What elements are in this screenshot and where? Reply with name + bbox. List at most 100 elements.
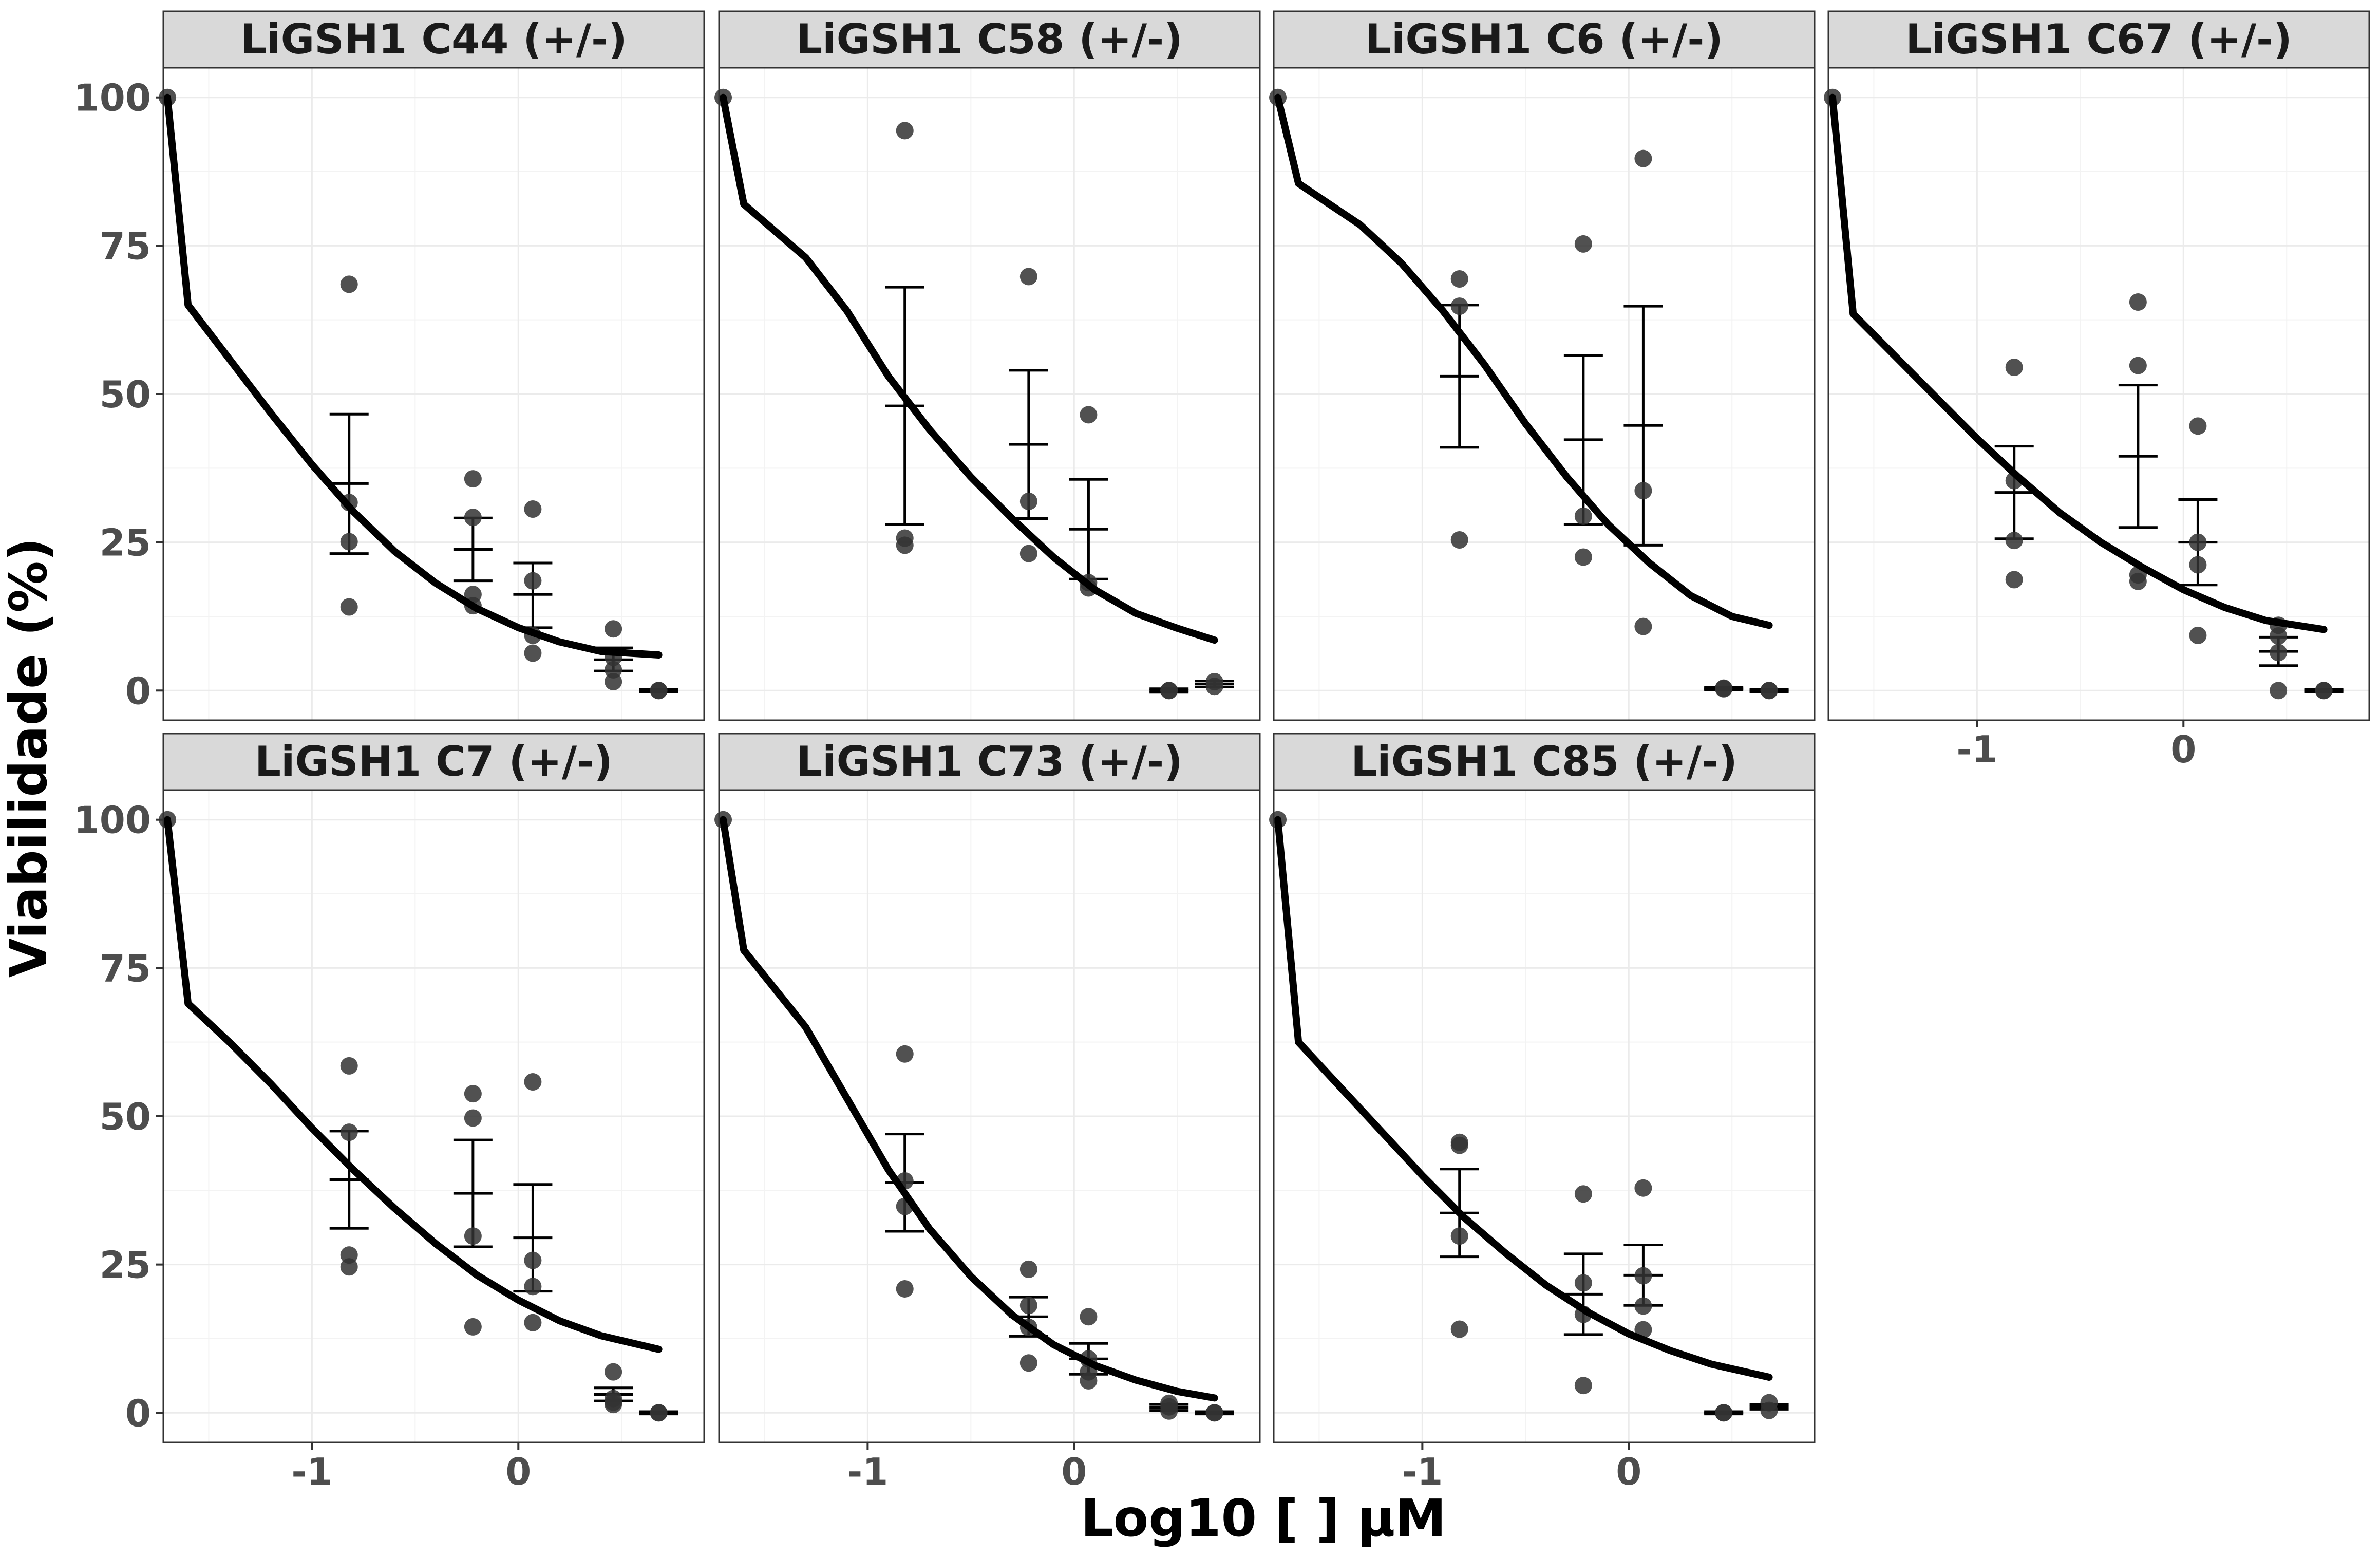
panel-border bbox=[1273, 67, 1816, 721]
x-tick-label: -1 bbox=[1402, 1450, 1443, 1493]
data-point bbox=[1634, 482, 1652, 500]
facet-strip bbox=[1273, 733, 1816, 791]
y-tick-label: 0 bbox=[125, 1392, 151, 1435]
facet-title: LiGSH1 C44 (+/-) bbox=[240, 15, 627, 63]
data-point bbox=[340, 533, 358, 551]
data-point bbox=[340, 598, 358, 616]
facet-panel: LiGSH1 C73 (+/-) -1 0 bbox=[714, 733, 1261, 1493]
data-point bbox=[2129, 357, 2147, 374]
x-tick-label: 0 bbox=[2170, 728, 2196, 771]
data-point bbox=[896, 122, 914, 140]
data-point bbox=[1574, 1274, 1592, 1292]
data-point bbox=[1574, 548, 1592, 566]
data-point bbox=[1634, 149, 1652, 167]
data-point bbox=[1080, 1372, 1098, 1390]
facet-strip bbox=[1827, 10, 2370, 69]
data-point bbox=[340, 1057, 358, 1075]
data-point bbox=[1634, 617, 1652, 635]
data-point bbox=[605, 1363, 622, 1381]
data-point bbox=[1634, 1267, 1652, 1285]
x-tick-label: -1 bbox=[291, 1450, 332, 1493]
facet-title: LiGSH1 C67 (+/-) bbox=[1905, 15, 2292, 63]
data-point bbox=[464, 509, 482, 527]
data-point bbox=[524, 1251, 542, 1269]
data-point bbox=[524, 500, 542, 518]
data-point bbox=[1634, 1179, 1652, 1197]
data-point bbox=[464, 1227, 482, 1245]
panel-border bbox=[718, 67, 1261, 721]
y-tick-label: 0 bbox=[125, 669, 151, 712]
y-tick-label: 100 bbox=[74, 799, 151, 842]
panel-border bbox=[1827, 67, 2370, 721]
x-tick-label: -1 bbox=[847, 1450, 888, 1493]
data-point bbox=[1574, 1377, 1592, 1395]
data-point bbox=[1715, 1404, 1733, 1422]
data-point bbox=[1080, 406, 1098, 424]
facet-panel: LiGSH1 C7 (+/-) 0 25 50 75 100 -1 0 bbox=[74, 733, 705, 1493]
data-point bbox=[1760, 1401, 1778, 1419]
fit-curve bbox=[1274, 93, 1773, 629]
data-point bbox=[2129, 293, 2147, 311]
fit-curve bbox=[1829, 93, 2328, 633]
x-axis-title: Log10 [ ] µM bbox=[1081, 1488, 1446, 1548]
data-point bbox=[605, 672, 622, 690]
facet-strip bbox=[162, 733, 705, 791]
data-point bbox=[896, 1045, 914, 1063]
facet-strip bbox=[1273, 10, 1816, 69]
facet-strip bbox=[718, 10, 1261, 69]
data-point bbox=[2005, 359, 2023, 377]
panel-border bbox=[718, 789, 1261, 1443]
data-point bbox=[1019, 492, 1037, 510]
x-tick-label: 0 bbox=[1061, 1450, 1087, 1493]
facet-title: LiGSH1 C85 (+/-) bbox=[1351, 738, 1737, 785]
data-point bbox=[1160, 682, 1178, 700]
data-point bbox=[1450, 531, 1468, 549]
data-point bbox=[1019, 545, 1037, 562]
data-point bbox=[1160, 1402, 1178, 1420]
data-point bbox=[524, 1073, 542, 1091]
facet-title: LiGSH1 C7 (+/-) bbox=[255, 738, 613, 785]
fit-curve bbox=[720, 816, 1218, 1402]
x-tick-label: 0 bbox=[505, 1450, 531, 1493]
data-point bbox=[2270, 682, 2288, 700]
data-point bbox=[896, 1280, 914, 1298]
data-point bbox=[524, 644, 542, 662]
data-point bbox=[464, 1318, 482, 1336]
y-tick-label: 75 bbox=[100, 224, 151, 268]
data-point bbox=[1019, 1260, 1037, 1278]
facet-strip bbox=[162, 10, 705, 69]
data-point bbox=[1450, 270, 1468, 288]
data-point bbox=[524, 572, 542, 590]
data-point bbox=[2005, 532, 2023, 550]
data-point bbox=[464, 1109, 482, 1127]
data-point bbox=[650, 1404, 668, 1422]
facet-panels: LiGSH1 C44 (+/-) 0 25 50 75 100 LiGSH1 C58 (+/… bbox=[74, 10, 2370, 1493]
y-tick-label: 25 bbox=[100, 521, 151, 565]
data-point bbox=[1019, 268, 1037, 286]
data-point bbox=[1574, 1185, 1592, 1203]
data-point bbox=[1080, 1308, 1098, 1326]
data-point bbox=[2189, 417, 2207, 435]
data-point bbox=[1205, 1404, 1223, 1422]
y-tick-label: 50 bbox=[100, 373, 151, 416]
data-point bbox=[2005, 571, 2023, 589]
y-tick-label: 50 bbox=[100, 1095, 151, 1138]
data-point bbox=[605, 1396, 622, 1414]
fit-curve bbox=[1274, 816, 1773, 1381]
facet-title: LiGSH1 C73 (+/-) bbox=[796, 738, 1183, 785]
fit-curve bbox=[164, 93, 663, 659]
facet-panel: LiGSH1 C85 (+/-) -1 0 bbox=[1269, 733, 1816, 1493]
data-point bbox=[1634, 1297, 1652, 1315]
data-point bbox=[524, 1314, 542, 1331]
data-point bbox=[340, 1123, 358, 1141]
data-point bbox=[2270, 644, 2288, 662]
data-point bbox=[1450, 297, 1468, 315]
data-point bbox=[2315, 682, 2333, 700]
y-tick-label: 75 bbox=[100, 947, 151, 990]
data-point bbox=[1574, 235, 1592, 253]
data-point bbox=[524, 1278, 542, 1296]
data-point bbox=[1450, 1136, 1468, 1154]
data-point bbox=[464, 470, 482, 488]
data-point bbox=[1450, 1227, 1468, 1245]
